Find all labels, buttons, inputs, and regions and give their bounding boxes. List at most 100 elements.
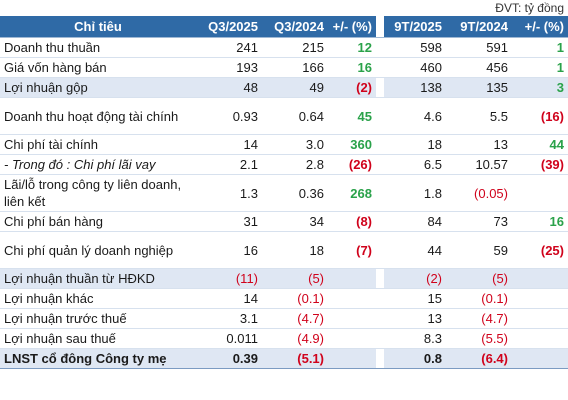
cell-change-quarter: 16: [328, 57, 376, 78]
row-label: Chi phí tài chính: [0, 134, 196, 155]
cell-9m-2024: 591: [446, 37, 512, 58]
cell-q3-2025: 0.93: [196, 97, 262, 135]
row-label: - Trong đó : Chi phí lãi vay: [0, 154, 196, 175]
table-row: Lợi nhuận trước thuế 3.1 (4.7) 13 (4.7): [0, 308, 568, 329]
column-gap: [376, 37, 384, 58]
cell-change-quarter: [328, 268, 376, 289]
cell-change-quarter: (2): [328, 77, 376, 98]
cell-9m-2024: 59: [446, 231, 512, 269]
cell-9m-2025: 6.5: [384, 154, 446, 175]
cell-9m-2024: 13: [446, 134, 512, 155]
cell-change-quarter: [328, 308, 376, 329]
cell-q3-2024: 215: [262, 37, 328, 58]
cell-9m-2025: 13: [384, 308, 446, 329]
table-row-total: LNST cổ đông Công ty mẹ 0.39 (5.1) 0.8 (…: [0, 348, 568, 369]
cell-change-ytd: 1: [512, 57, 568, 78]
cell-q3-2025: 1.3: [196, 174, 262, 212]
cell-9m-2024: 10.57: [446, 154, 512, 175]
row-label: Lợi nhuận gộp: [0, 77, 196, 98]
column-gap: [376, 97, 384, 135]
cell-change-quarter: (8): [328, 211, 376, 232]
cell-change-quarter: 45: [328, 97, 376, 135]
table-row: Chi phí quản lý doanh nghiệp 16 18 (7) 4…: [0, 231, 568, 269]
header-q3-2025: Q3/2025: [196, 16, 262, 38]
cell-9m-2024: (6.4): [446, 348, 512, 369]
cell-q3-2024: 166: [262, 57, 328, 78]
table-row: Chi phí bán hàng 31 34 (8) 84 73 16: [0, 211, 568, 232]
cell-9m-2025: 0.8: [384, 348, 446, 369]
cell-change-quarter: 268: [328, 174, 376, 212]
cell-9m-2025: 598: [384, 37, 446, 58]
header-9m-2024: 9T/2024: [446, 16, 512, 38]
cell-q3-2025: 2.1: [196, 154, 262, 175]
cell-change-ytd: [512, 174, 568, 212]
column-gap: [376, 308, 384, 329]
cell-change-ytd: (25): [512, 231, 568, 269]
cell-change-quarter: [328, 328, 376, 349]
row-label: Lợi nhuận sau thuế: [0, 328, 196, 349]
cell-q3-2024: 2.8: [262, 154, 328, 175]
cell-9m-2025: 1.8: [384, 174, 446, 212]
cell-9m-2024: 135: [446, 77, 512, 98]
cell-9m-2024: (5.5): [446, 328, 512, 349]
cell-q3-2024: 0.36: [262, 174, 328, 212]
cell-q3-2024: 34: [262, 211, 328, 232]
cell-change-ytd: [512, 308, 568, 329]
row-label: Lợi nhuận thuần từ HĐKD: [0, 268, 196, 289]
header-q3-2024: Q3/2024: [262, 16, 328, 38]
unit-note: ĐVT: tỷ đồng: [495, 1, 564, 15]
column-gap: [376, 288, 384, 309]
row-label: Doanh thu hoạt động tài chính: [0, 97, 196, 135]
cell-9m-2025: 44: [384, 231, 446, 269]
cell-9m-2025: 18: [384, 134, 446, 155]
cell-change-quarter: [328, 348, 376, 369]
row-label: Doanh thu thuần: [0, 37, 196, 58]
cell-q3-2024: (5): [262, 268, 328, 289]
row-label: Giá vốn hàng bán: [0, 57, 196, 78]
header-change-ytd: +/- (%): [512, 16, 568, 38]
cell-9m-2025: 460: [384, 57, 446, 78]
cell-change-quarter: 360: [328, 134, 376, 155]
income-statement-table: Chỉ tiêu Q3/2025 Q3/2024 +/- (%) 9T/2025…: [0, 16, 568, 369]
cell-change-quarter: [328, 288, 376, 309]
cell-9m-2024: (0.1): [446, 288, 512, 309]
cell-q3-2025: 241: [196, 37, 262, 58]
cell-change-ytd: [512, 268, 568, 289]
cell-q3-2025: 0.39: [196, 348, 262, 369]
cell-q3-2024: 18: [262, 231, 328, 269]
cell-change-quarter: 12: [328, 37, 376, 58]
table-row: Giá vốn hàng bán 193 166 16 460 456 1: [0, 57, 568, 78]
cell-9m-2024: 456: [446, 57, 512, 78]
cell-q3-2025: 14: [196, 134, 262, 155]
table-row: - Trong đó : Chi phí lãi vay 2.1 2.8 (26…: [0, 154, 568, 175]
column-gap: [376, 268, 384, 289]
column-gap: [376, 154, 384, 175]
cell-change-ytd: 16: [512, 211, 568, 232]
cell-change-ytd: 1: [512, 37, 568, 58]
cell-q3-2025: (11): [196, 268, 262, 289]
table-row: Chi phí tài chính 14 3.0 360 18 13 44: [0, 134, 568, 155]
column-gap: [376, 231, 384, 269]
column-gap: [376, 211, 384, 232]
cell-q3-2025: 14: [196, 288, 262, 309]
cell-9m-2024: 73: [446, 211, 512, 232]
column-gap: [376, 348, 384, 369]
table-row: Doanh thu hoạt động tài chính 0.93 0.64 …: [0, 97, 568, 135]
column-gap: [376, 16, 384, 38]
row-label: Lãi/lỗ trong công ty liên doanh, liên kế…: [0, 174, 196, 212]
cell-q3-2024: (4.7): [262, 308, 328, 329]
cell-9m-2024: 5.5: [446, 97, 512, 135]
row-label: LNST cổ đông Công ty mẹ: [0, 348, 196, 369]
cell-q3-2025: 31: [196, 211, 262, 232]
table-row: Lợi nhuận gộp 48 49 (2) 138 135 3: [0, 77, 568, 98]
cell-q3-2024: 0.64: [262, 97, 328, 135]
cell-q3-2025: 3.1: [196, 308, 262, 329]
cell-q3-2025: 16: [196, 231, 262, 269]
table-row: Lãi/lỗ trong công ty liên doanh, liên kế…: [0, 174, 568, 212]
table-row: Lợi nhuận khác 14 (0.1) 15 (0.1): [0, 288, 568, 309]
cell-q3-2025: 193: [196, 57, 262, 78]
row-label: Chi phí quản lý doanh nghiệp: [0, 231, 196, 269]
cell-q3-2024: (5.1): [262, 348, 328, 369]
cell-9m-2024: (4.7): [446, 308, 512, 329]
header-9m-2025: 9T/2025: [384, 16, 446, 38]
